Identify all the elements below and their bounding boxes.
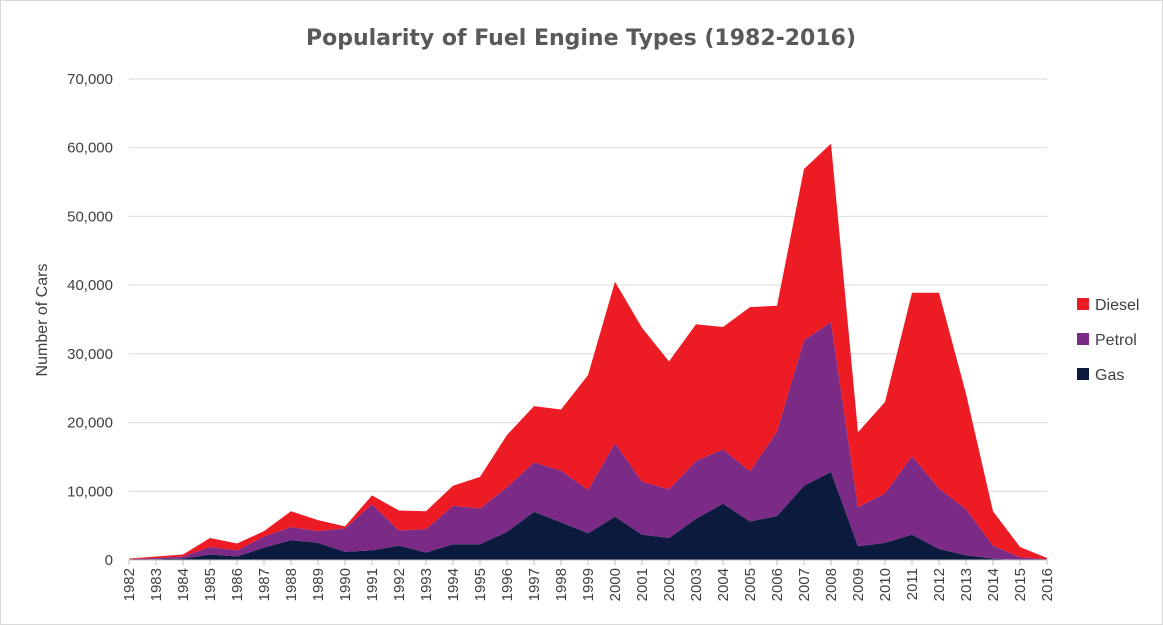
y-tick-label: 40,000 [67, 277, 113, 294]
legend-item-gas: Gas [1077, 367, 1124, 384]
x-tick-label: 1993 [418, 568, 435, 601]
x-tick-label: 1987 [256, 568, 273, 601]
x-tick-label: 1996 [499, 568, 516, 601]
x-tick-label: 1997 [526, 568, 543, 601]
legend-label: Diesel [1095, 297, 1139, 314]
legend-label: Gas [1095, 367, 1124, 384]
x-tick-label: 2010 [877, 568, 894, 601]
x-tick-label: 1992 [391, 568, 408, 601]
x-tick-label: 1991 [364, 568, 381, 601]
x-tick-label: 2011 [904, 568, 921, 600]
legend-swatch [1077, 298, 1089, 310]
x-tick-label: 1989 [310, 568, 327, 601]
y-tick-label: 0 [105, 552, 113, 569]
x-tick-label: 2015 [1012, 568, 1029, 601]
x-tick-label: 2007 [796, 568, 813, 601]
x-tick-label: 2001 [634, 568, 651, 601]
y-tick-label: 20,000 [67, 415, 113, 432]
legend-swatch [1077, 368, 1089, 380]
x-tick-label: 2016 [1039, 568, 1056, 601]
gridlines [129, 78, 1047, 492]
area-gas [129, 472, 1047, 560]
x-tick-label: 1982 [121, 568, 138, 601]
legend-item-diesel: Diesel [1077, 297, 1139, 314]
x-tick-label: 2004 [715, 568, 732, 601]
x-tick-label: 1995 [472, 568, 489, 601]
x-tick-label: 2013 [958, 568, 975, 601]
area-diesel [129, 143, 1047, 560]
area-petrol [129, 322, 1047, 560]
x-tick-label: 2000 [607, 568, 624, 601]
x-tick-label: 2002 [661, 568, 678, 601]
x-tick-label: 2005 [742, 568, 759, 601]
legend: Diesel Petrol Gas [1077, 297, 1139, 384]
y-axis-label: Number of Cars [34, 264, 51, 377]
axes [128, 559, 1048, 565]
y-axis-ticks: 0 10,000 20,000 30,000 40,000 50,000 60,000 70,… [67, 71, 113, 569]
x-tick-label: 2003 [688, 568, 705, 601]
y-tick-label: 30,000 [67, 346, 113, 363]
x-tick-label: 2009 [850, 568, 867, 601]
x-tick-label: 2012 [931, 568, 948, 601]
x-tick-label: 1984 [175, 568, 192, 601]
x-tick-label: 1999 [580, 568, 597, 601]
x-tick-label: 1985 [202, 568, 219, 601]
x-tick-label: 2014 [985, 568, 1002, 601]
y-tick-label: 70,000 [67, 71, 113, 88]
x-tick-label: 2006 [769, 568, 786, 601]
x-tick-label: 1990 [337, 568, 354, 601]
legend-swatch [1077, 333, 1089, 345]
x-tick-label: 1983 [148, 568, 165, 601]
x-tick-label: 2008 [823, 568, 840, 601]
x-tick-label: 1998 [553, 568, 570, 601]
y-tick-label: 50,000 [67, 208, 113, 225]
y-tick-label: 10,000 [67, 483, 113, 500]
x-tick-label: 1994 [445, 568, 462, 601]
x-tick-label: 1988 [283, 568, 300, 601]
x-axis-ticks: 1982 1983 1984 1985 1986 1987 1988 1989 1990 1991… [121, 568, 1056, 601]
legend-item-petrol: Petrol [1077, 332, 1137, 349]
chart-title: Popularity of Fuel Engine Types (1982-20… [306, 26, 856, 51]
legend-label: Petrol [1095, 332, 1137, 349]
x-tick-label: 1986 [229, 568, 246, 601]
y-tick-label: 60,000 [67, 140, 113, 157]
series-areas [129, 143, 1047, 560]
